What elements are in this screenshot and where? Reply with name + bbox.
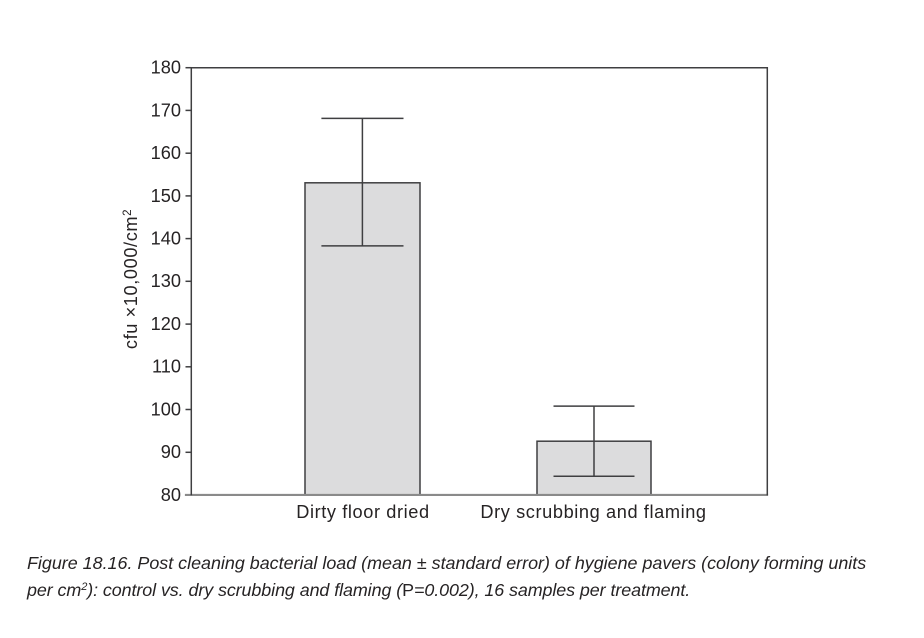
svg-text:110: 110	[152, 357, 181, 377]
svg-text:180: 180	[151, 58, 181, 78]
svg-text:120: 120	[151, 314, 181, 334]
svg-text:160: 160	[151, 143, 181, 163]
svg-text:Dry scrubbing and flaming: Dry scrubbing and flaming	[480, 502, 706, 522]
svg-text:170: 170	[151, 100, 181, 120]
svg-text:140: 140	[151, 229, 181, 249]
svg-text:150: 150	[151, 186, 181, 206]
svg-text:130: 130	[151, 271, 181, 291]
svg-text:90: 90	[161, 442, 181, 462]
svg-text:80: 80	[161, 485, 181, 505]
svg-text:cfu ×10,000/cm2: cfu ×10,000/cm2	[121, 209, 141, 349]
svg-text:100: 100	[151, 399, 181, 419]
svg-text:Dirty floor dried: Dirty floor dried	[296, 502, 430, 522]
